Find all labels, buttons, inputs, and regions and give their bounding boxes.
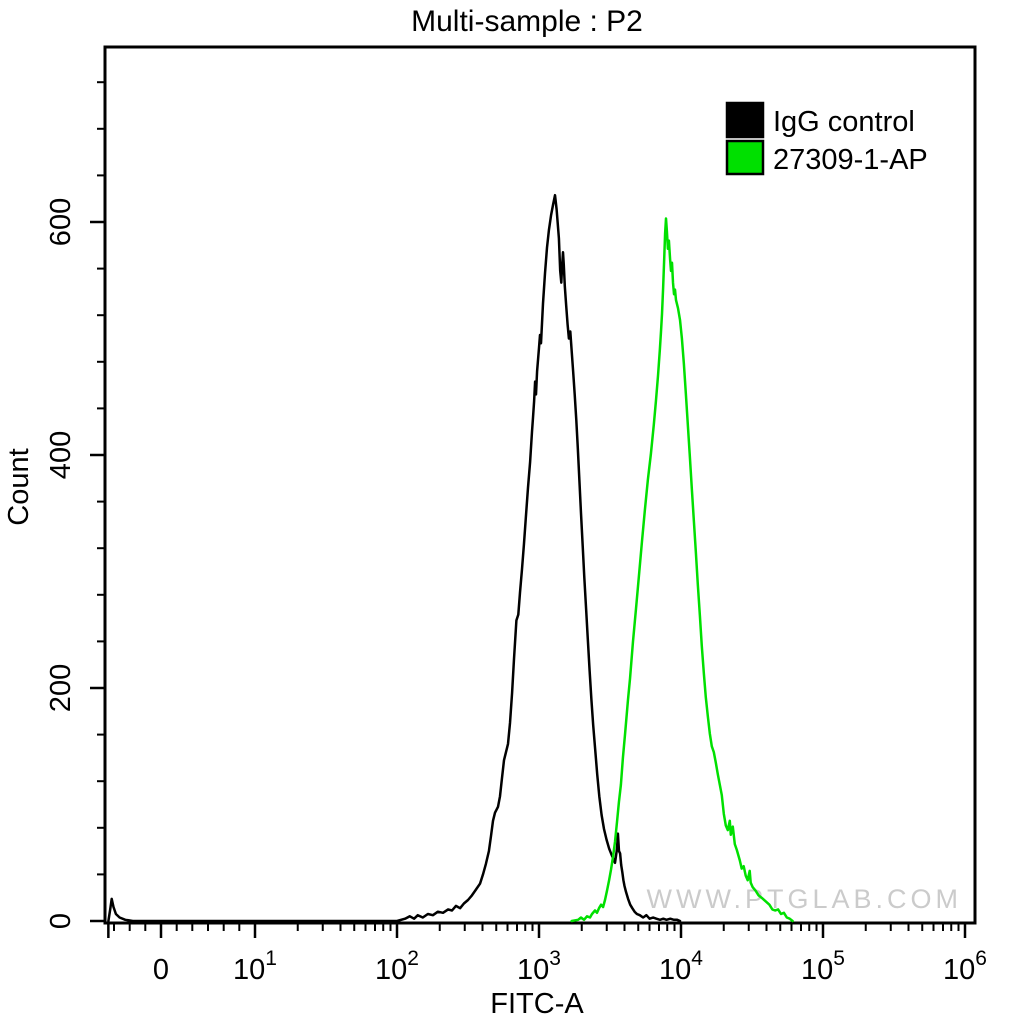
y-tick-label: 0 xyxy=(45,913,77,929)
plot-area-border xyxy=(103,45,977,925)
watermark: WWW.PTGLAB.COM WWW.PTGLAB.COM xyxy=(647,884,964,916)
y-tick-label: 200 xyxy=(45,664,77,712)
legend-label-igg-control: IgG control xyxy=(773,106,915,138)
x-tick-label: 0 xyxy=(153,954,169,986)
legend-label-antibody: 27309-1-AP xyxy=(773,144,928,176)
curve-igg-control xyxy=(107,193,682,923)
y-axis-ticks: 0 200 400 600 xyxy=(45,81,105,929)
x-tick-label: 101 xyxy=(233,947,277,986)
y-tick-label: 600 xyxy=(45,198,77,246)
y-axis-label: Count xyxy=(3,448,35,525)
x-axis-ticks: 0 101 102 103 104 105 106 xyxy=(107,923,987,986)
curve-27309-1-ap xyxy=(570,217,794,923)
x-tick-label: 102 xyxy=(375,947,419,986)
histogram-curves xyxy=(107,193,794,923)
legend-swatch-antibody xyxy=(725,139,765,176)
x-tick-label: 104 xyxy=(659,947,703,986)
legend-swatch-igg-control xyxy=(725,101,765,139)
legend: IgG control 27309-1-AP xyxy=(725,101,928,176)
x-tick-label: 103 xyxy=(517,947,561,986)
watermark-text: WWW.PTGLAB.COM xyxy=(647,884,963,914)
x-axis-label: FITC-A xyxy=(490,988,584,1020)
x-tick-label: 105 xyxy=(801,947,845,986)
chart-title: Multi-sample : P2 xyxy=(411,5,643,38)
watermark-highlight: WWW.PTGLAB.COM xyxy=(648,886,964,916)
x-tick-label: 106 xyxy=(943,947,987,986)
y-tick-label: 400 xyxy=(45,431,77,479)
